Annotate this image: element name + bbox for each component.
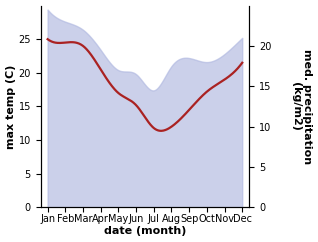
Y-axis label: max temp (C): max temp (C): [5, 64, 16, 149]
Y-axis label: med. precipitation
(kg/m2): med. precipitation (kg/m2): [291, 49, 313, 164]
X-axis label: date (month): date (month): [104, 227, 186, 236]
